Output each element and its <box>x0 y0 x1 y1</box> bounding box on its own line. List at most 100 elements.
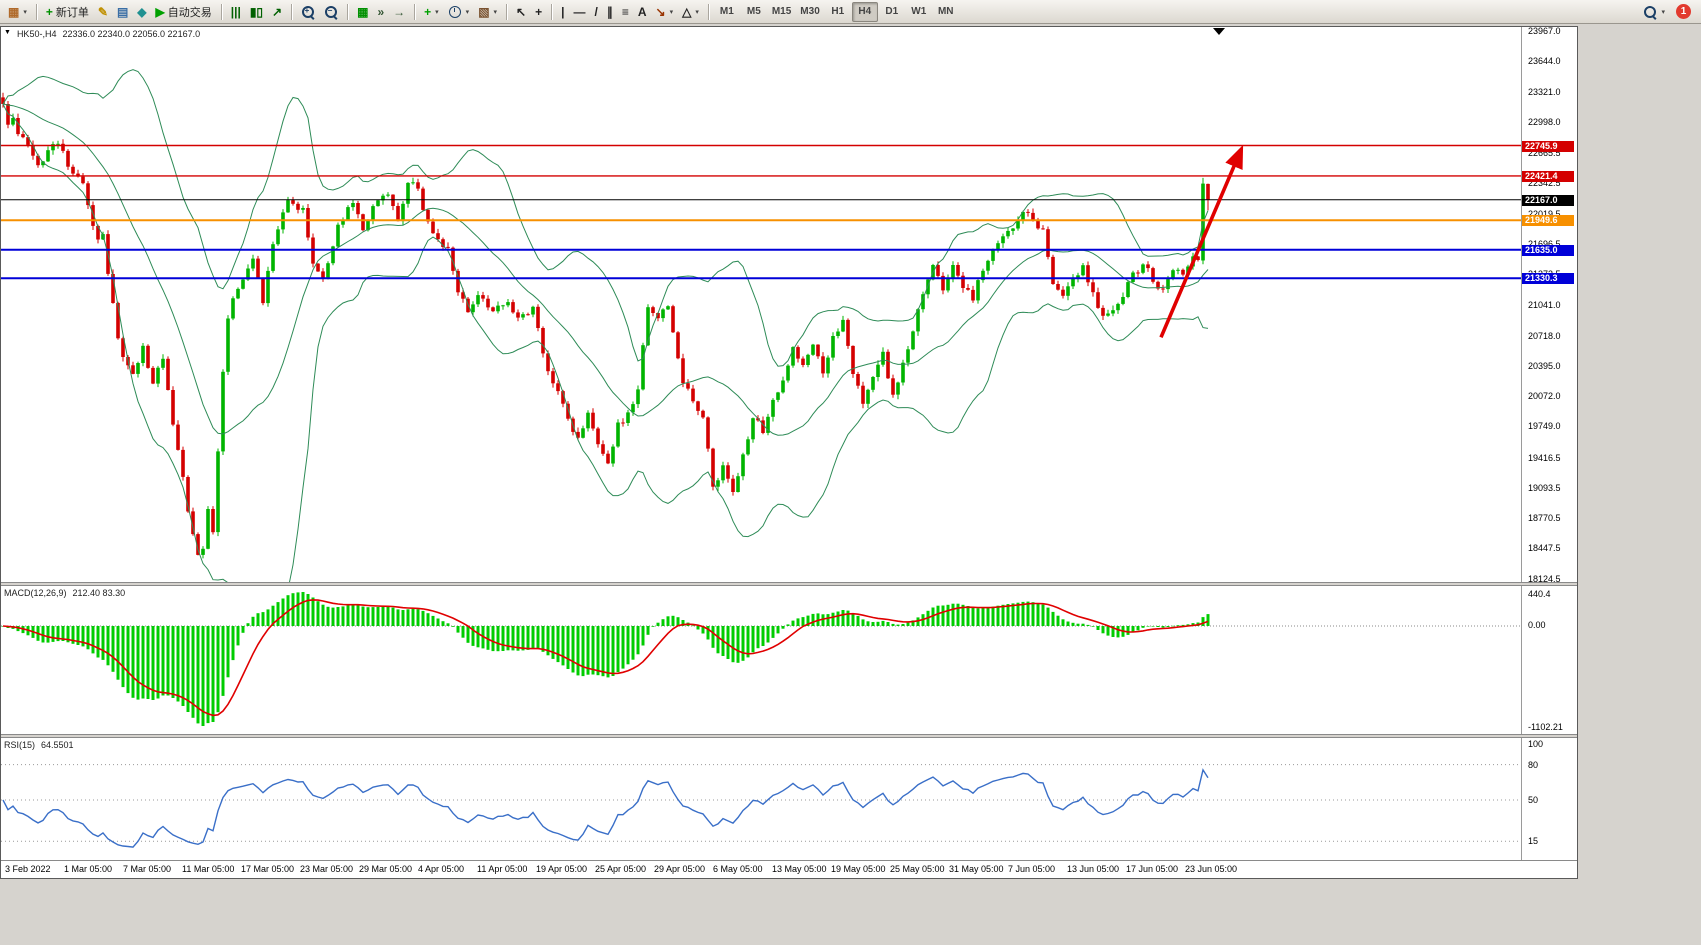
arrowObj-icon: ↘ <box>655 4 666 19</box>
cursor-button[interactable]: ↖ <box>512 2 530 22</box>
chevron-down-icon: ▾ <box>695 8 699 16</box>
chart-title: ▼ HK50-,H4 22336.0 22340.0 22056.0 22167… <box>4 29 200 39</box>
cursor-icon: ↖ <box>516 4 527 19</box>
rsi-header: RSI(15) 64.5501 <box>4 740 74 750</box>
clock-icon <box>448 5 462 19</box>
timeframe-m1-button[interactable]: M1 <box>719 6 734 17</box>
indicators-button[interactable]: + ▾ <box>420 2 443 22</box>
panel-separator[interactable] <box>1 582 1577 586</box>
chart-shift-button[interactable]: → <box>389 2 409 22</box>
price-axis-label: 18124.5 <box>1528 574 1561 582</box>
metaeditor-button[interactable]: ✎ <box>94 2 112 22</box>
timeframe-mn-button[interactable]: MN <box>937 6 954 17</box>
symbol-period-label: HK50-,H4 <box>16 29 57 39</box>
trend-arrow[interactable] <box>1159 144 1244 339</box>
macd-panel[interactable]: MACD(12,26,9) 212.40 83.30 440.4 0.00 -110… <box>1 586 1577 734</box>
crosshair-button[interactable]: + <box>531 2 546 22</box>
macd-canvas[interactable] <box>1 586 1521 734</box>
bollinger-band <box>2 103 1209 582</box>
auto-scroll-button[interactable]: » <box>373 2 388 22</box>
time-axis-label: 23 Mar 05:00 <box>300 864 354 874</box>
price-chart-panel[interactable]: ▼ HK50-,H4 22336.0 22340.0 22056.0 22167… <box>1 27 1577 582</box>
text-label-button[interactable]: A <box>634 2 651 22</box>
shapes-button[interactable]: △ ▾ <box>678 2 703 22</box>
rsi-panel[interactable]: RSI(15) 64.5501 100 80 50 15 <box>1 738 1577 860</box>
tile-windows-button[interactable]: ▦ <box>353 2 372 22</box>
panel-blue-icon: ▤ <box>116 4 129 19</box>
autotrading-button[interactable]: ▶ 自动交易 <box>152 2 216 22</box>
new-chart-button[interactable]: ▦ ▾ <box>4 2 31 22</box>
rsi-canvas[interactable] <box>1 738 1521 860</box>
time-axis-label: 25 May 05:00 <box>890 864 945 874</box>
bollinger-band <box>2 103 1209 436</box>
templates-button[interactable]: ▧ ▾ <box>474 2 501 22</box>
timeframe-m5-button[interactable]: M5 <box>746 6 761 17</box>
strategy-tester-button[interactable]: ◆ <box>133 2 150 22</box>
rsi-label: RSI(15) <box>4 740 36 750</box>
crosshair-icon: + <box>535 4 543 19</box>
time-axis-label: 25 Apr 05:00 <box>595 864 647 874</box>
chart-window[interactable]: ▼ HK50-,H4 22336.0 22340.0 22056.0 22167… <box>0 26 1578 879</box>
rsi-line <box>2 768 1209 848</box>
equidistant-channel-button[interactable]: ∥ <box>603 2 617 22</box>
candlestick-chart-button[interactable]: ▮▯ <box>246 2 267 22</box>
bollinger-band <box>2 69 1209 367</box>
price-axis-label: 18770.5 <box>1528 513 1561 523</box>
timeframe-h4-button[interactable]: H4 <box>851 1 878 22</box>
timeframe-m15-button[interactable]: M15 <box>771 6 792 17</box>
time-axis-label: 29 Mar 05:00 <box>359 864 413 874</box>
bar-chart-button[interactable]: ||| <box>227 2 245 22</box>
rsi-axis-label: 50 <box>1528 795 1539 805</box>
line-chart-button[interactable]: ↗ <box>268 2 286 22</box>
arrow-objects-button[interactable]: ↘ ▾ <box>652 2 678 22</box>
timeframe-w1-button[interactable]: W1 <box>911 6 927 17</box>
horizontal-line-button[interactable]: — <box>569 2 589 22</box>
time-axis-label: 3 Feb 2022 <box>5 864 51 874</box>
new-order-button[interactable]: + 新订单 <box>42 2 93 22</box>
notification-badge[interactable]: 1 <box>1676 4 1691 19</box>
support-price-tag[interactable]: 21949.6 <box>1522 215 1574 226</box>
time-axis[interactable]: 3 Feb 2022 1 Mar 05:00 7 Mar 05:00 11 Mar 0… <box>1 860 1577 878</box>
time-axis-label: 23 Jun 05:00 <box>1185 864 1238 874</box>
price-chart-canvas[interactable] <box>1 27 1521 582</box>
scroll-end-icon: » <box>377 4 385 19</box>
price-axis-label: 21041.0 <box>1528 300 1561 310</box>
trendline-button[interactable]: / <box>590 2 601 22</box>
rsi-value: 64.5501 <box>41 740 74 750</box>
time-axis-label: 19 Apr 05:00 <box>536 864 588 874</box>
periods-button[interactable]: ▾ <box>444 2 474 22</box>
resistance-price-tag[interactable]: 22421.4 <box>1522 171 1574 182</box>
panel-separator[interactable] <box>1 734 1577 738</box>
time-axis-label: 11 Mar 05:00 <box>182 864 235 874</box>
macd-axis-label: 0.00 <box>1528 620 1546 630</box>
zoom-out-icon: − <box>324 5 338 19</box>
price-axis-label: 18447.5 <box>1528 543 1561 553</box>
support-price-tag[interactable]: 21635.0 <box>1522 245 1574 256</box>
time-axis-label: 7 Mar 05:00 <box>123 864 172 874</box>
time-axis-label: 31 May 05:00 <box>949 864 1004 874</box>
chevron-down-icon: ▾ <box>1661 8 1665 16</box>
time-axis-label: 17 Mar 05:00 <box>241 864 295 874</box>
autotrading-label: 自动交易 <box>167 6 212 19</box>
chevron-down-icon: ▾ <box>435 8 439 16</box>
time-axis-label: 6 May 05:00 <box>713 864 763 874</box>
zoom-out-button[interactable]: − <box>320 2 342 22</box>
time-axis-label: 11 Apr 05:00 <box>477 864 528 874</box>
chevron-down-icon: ▾ <box>465 8 470 16</box>
resistance-price-tag[interactable]: 22745.9 <box>1522 141 1574 152</box>
timeframe-h1-button[interactable]: H1 <box>831 6 845 17</box>
data-window-button[interactable]: ▤ <box>113 2 132 22</box>
timeframe-m30-button[interactable]: M30 <box>800 6 820 17</box>
vertical-line-button[interactable]: | <box>557 2 568 22</box>
zoom-in-button[interactable]: + <box>297 2 319 22</box>
workspace: ▼ HK50-,H4 22336.0 22340.0 22056.0 22167… <box>0 24 1701 945</box>
timeframe-d1-button[interactable]: D1 <box>885 6 899 17</box>
object-marker-icon: ▼ <box>4 29 11 36</box>
current-price-price-tag[interactable]: 22167.0 <box>1522 195 1574 206</box>
support-price-tag[interactable]: 21330.3 <box>1522 273 1574 284</box>
price-axis-label: 21696.5 <box>1528 239 1561 249</box>
price-axis-label: 19416.5 <box>1528 453 1561 463</box>
template-icon: ▧ <box>478 4 490 19</box>
fibonacci-button[interactable]: ≡ <box>618 2 633 22</box>
search-button[interactable]: ▾ <box>1639 2 1669 22</box>
